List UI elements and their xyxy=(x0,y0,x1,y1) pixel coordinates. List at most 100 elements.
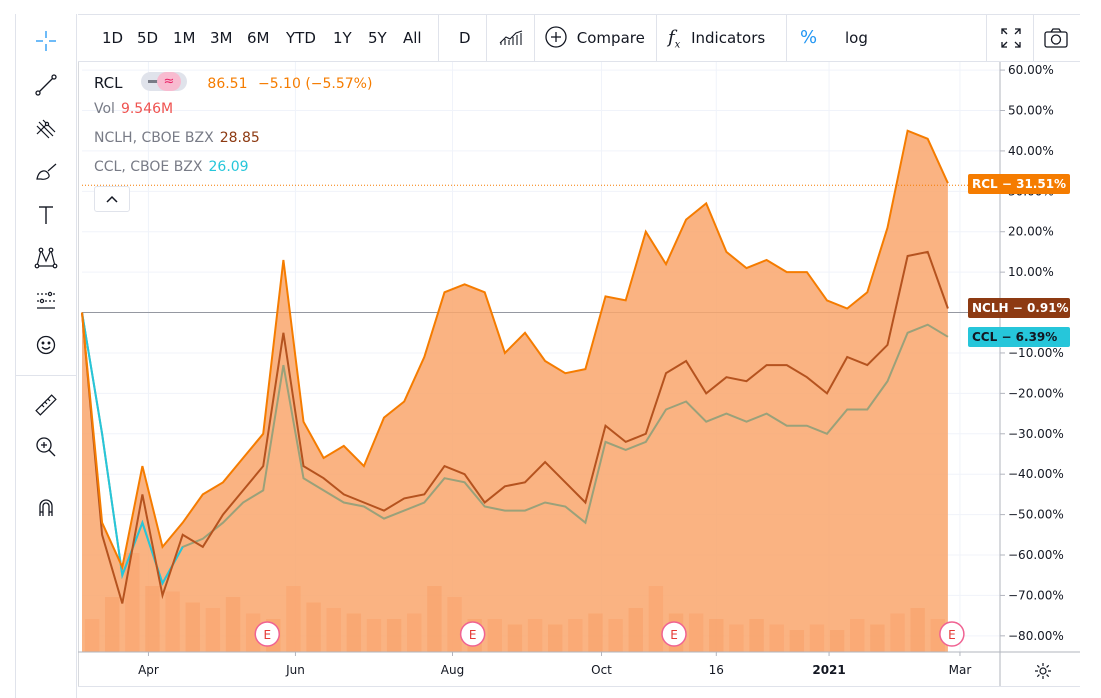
nclh-label[interactable]: NCLH, CBOE BZX xyxy=(94,130,214,146)
nclh-line xyxy=(81,250,949,604)
y-tick-label: 20.00% xyxy=(1008,225,1054,239)
volume-label: Vol xyxy=(94,101,115,117)
camera-icon[interactable] xyxy=(1043,26,1069,52)
earnings-event-marker xyxy=(254,621,281,647)
range-1m-button[interactable]: 1M xyxy=(173,29,196,47)
nclh-value: 28.85 xyxy=(219,130,260,146)
x-tick-label: Aug xyxy=(441,663,464,677)
log-scale-button[interactable]: log xyxy=(845,29,868,47)
x-tick-label: 16 xyxy=(709,663,724,677)
toolbar-divider xyxy=(16,375,76,376)
range-3m-button[interactable]: 3M xyxy=(210,29,233,47)
earnings-event-marker xyxy=(661,621,687,647)
collapse-legend-button[interactable] xyxy=(94,186,130,212)
magnet-icon[interactable] xyxy=(30,492,62,522)
range-all-button[interactable]: All xyxy=(403,29,422,47)
earnings-event-label: E xyxy=(263,628,271,642)
toolbar-separator xyxy=(986,15,987,61)
ruler-icon[interactable] xyxy=(30,390,62,420)
pattern-icon[interactable] xyxy=(30,243,62,273)
y-tick-label: −30.00% xyxy=(1008,427,1064,441)
price-label-box xyxy=(968,327,1070,347)
y-tick-label: 10.00% xyxy=(1008,265,1054,279)
legend-nclh: NCLH, CBOE BZX 28.85 xyxy=(94,130,266,146)
volume-value: 9.546M xyxy=(120,101,174,117)
earnings-event-label: E xyxy=(948,628,956,642)
y-tick-label: 50.00% xyxy=(1008,103,1054,117)
indicators-button[interactable]: fx Indicators xyxy=(668,25,765,51)
crosshair-icon[interactable] xyxy=(30,26,62,56)
toolbar-separator xyxy=(656,15,657,61)
prediction-icon[interactable] xyxy=(30,286,62,316)
chart-style-icon[interactable] xyxy=(498,27,524,53)
toolbar-separator xyxy=(1033,15,1034,61)
toolbar-separator xyxy=(786,15,787,61)
earnings-event-marker xyxy=(459,621,486,647)
toolbar-separator xyxy=(534,15,535,61)
x-tick-label: Apr xyxy=(138,663,159,677)
y-tick-label: −50.00% xyxy=(1008,508,1064,522)
pitchfork-icon[interactable] xyxy=(30,114,62,144)
legend-toggle-icon[interactable]: ≈ xyxy=(140,72,187,91)
toolbar-separator xyxy=(486,15,487,61)
range-1y-button[interactable]: 1Y xyxy=(333,29,352,47)
price-label-text: RCL − 31.51% xyxy=(972,177,1066,191)
range-6m-button[interactable]: 6M xyxy=(247,29,270,47)
price-label-box xyxy=(968,298,1070,318)
compare-label: Compare xyxy=(576,29,645,47)
ccl-line xyxy=(81,312,949,586)
range-1d-button[interactable]: 1D xyxy=(102,29,124,47)
main-symbol[interactable]: RCL xyxy=(94,74,123,92)
zoom-in-icon[interactable] xyxy=(30,432,62,462)
y-tick-label: −10.00% xyxy=(1008,346,1064,360)
ccl-value: 26.09 xyxy=(208,159,249,175)
drawing-toolbar xyxy=(15,14,77,698)
earnings-event-label: E xyxy=(670,628,678,642)
y-tick-label: 60.00% xyxy=(1008,63,1054,77)
y-tick-label: −60.00% xyxy=(1008,548,1064,562)
range-ytd-button[interactable]: YTD xyxy=(286,29,316,47)
bottom-border xyxy=(78,686,1080,687)
earnings-event-label: E xyxy=(469,628,477,642)
x-tick-label: Jun xyxy=(285,663,305,677)
smiley-icon[interactable] xyxy=(30,330,62,360)
chevron-up-icon xyxy=(106,195,118,203)
range-5y-button[interactable]: 5Y xyxy=(368,29,387,47)
range-5d-button[interactable]: 5D xyxy=(137,29,159,47)
indicators-label: Indicators xyxy=(691,29,766,47)
interval-button[interactable]: D xyxy=(459,29,471,47)
plus-circle-icon xyxy=(545,26,567,48)
legend-ccl: CCL, CBOE BZX 26.09 xyxy=(94,159,255,175)
price-label-box xyxy=(968,174,1070,194)
x-tick-label: 2021 xyxy=(812,663,845,677)
x-tick-label: Mar xyxy=(949,663,972,677)
y-tick-label: 40.00% xyxy=(1008,144,1054,158)
ccl-label[interactable]: CCL, CBOE BZX xyxy=(94,159,203,175)
brush-icon[interactable] xyxy=(30,157,62,187)
y-tick-label: −20.00% xyxy=(1008,386,1064,400)
earnings-event-marker xyxy=(939,621,965,647)
toolbar-separator xyxy=(438,15,439,61)
fullscreen-icon[interactable] xyxy=(999,26,1023,52)
settings-icon[interactable] xyxy=(1033,661,1053,681)
y-tick-label: −40.00% xyxy=(1008,467,1064,481)
x-tick-label: Oct xyxy=(591,663,612,677)
rcl-line xyxy=(81,129,949,571)
y-tick-label: −80.00% xyxy=(1008,629,1064,643)
rcl-area xyxy=(82,130,948,652)
legend-main: RCL ≈ 86.51 −5.10 (−5.57%) xyxy=(94,72,378,92)
text-tool-icon[interactable] xyxy=(30,200,62,230)
legend-volume: Vol 9.546M xyxy=(94,101,179,117)
main-price: 86.51 xyxy=(207,76,248,92)
top-toolbar: 1D 5D 1M 3M 6M YTD 1Y 5Y All D Compare f… xyxy=(78,14,1080,62)
y-tick-label: −70.00% xyxy=(1008,588,1064,602)
price-label-text: NCLH − 0.91% xyxy=(972,301,1069,315)
function-icon: fx xyxy=(668,27,681,51)
percent-scale-button[interactable]: % xyxy=(800,27,818,48)
main-change: −5.10 (−5.57%) xyxy=(257,76,373,92)
price-label-text: CCL − 6.39% xyxy=(972,330,1057,344)
trend-line-icon[interactable] xyxy=(30,70,62,100)
compare-button[interactable]: Compare xyxy=(544,25,645,51)
